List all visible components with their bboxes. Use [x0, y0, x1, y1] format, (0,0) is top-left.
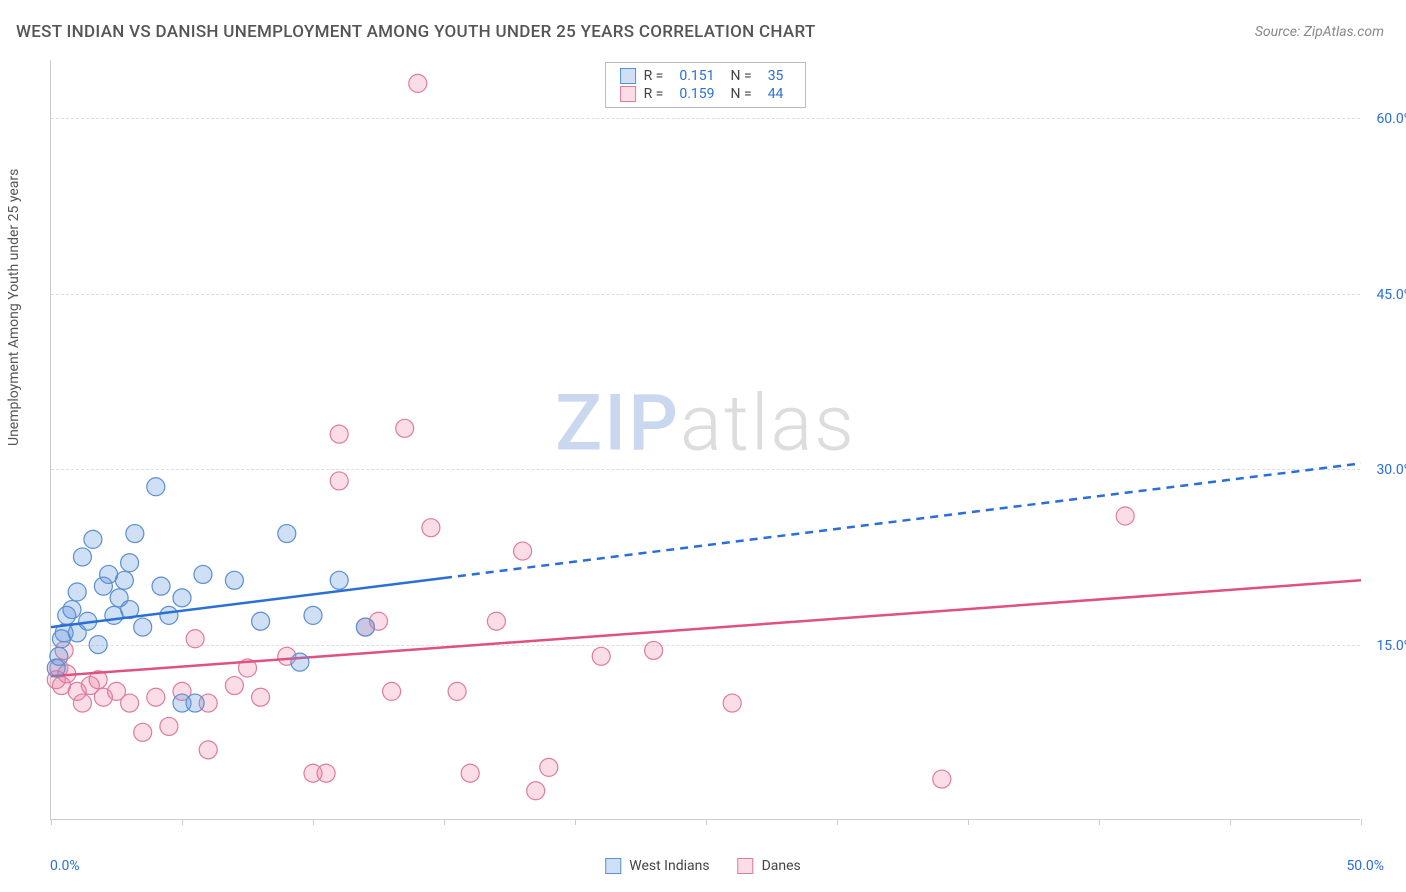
- x-tick: [51, 819, 52, 825]
- trend-line-solid: [51, 580, 1361, 676]
- data-point: [73, 694, 91, 712]
- data-point: [126, 525, 144, 543]
- plot-svg: [51, 60, 1360, 819]
- data-point: [409, 74, 427, 92]
- data-point: [73, 548, 91, 566]
- swatch-danes-bottom: [738, 858, 754, 874]
- x-axis-start-label: 0.0%: [50, 858, 80, 874]
- data-point: [396, 419, 414, 437]
- data-point: [461, 764, 479, 782]
- x-tick: [444, 819, 445, 825]
- data-point: [330, 472, 348, 490]
- y-axis-title: Unemployment Among Youth under 25 years: [6, 169, 22, 446]
- x-tick: [1099, 819, 1100, 825]
- x-tick: [968, 819, 969, 825]
- data-point: [645, 641, 663, 659]
- data-point: [225, 677, 243, 695]
- data-point: [147, 688, 165, 706]
- series-legend: West Indians Danes: [605, 858, 801, 874]
- data-point: [487, 612, 505, 630]
- data-point: [291, 653, 309, 671]
- data-point: [1116, 507, 1134, 525]
- data-point: [134, 618, 152, 636]
- x-tick: [1361, 819, 1362, 825]
- data-point: [723, 694, 741, 712]
- source-label: Source: ZipAtlas.com: [1255, 24, 1384, 40]
- data-point: [121, 554, 139, 572]
- data-point: [422, 519, 440, 537]
- data-point: [89, 636, 107, 654]
- x-axis-end-label: 50.0%: [1346, 858, 1384, 874]
- chart-container: WEST INDIAN VS DANISH UNEMPLOYMENT AMONG…: [0, 0, 1406, 892]
- y-tick-label: 45.0%: [1376, 287, 1406, 303]
- data-point: [152, 577, 170, 595]
- y-tick-label: 15.0%: [1376, 638, 1406, 654]
- x-tick: [182, 819, 183, 825]
- data-point: [356, 618, 374, 636]
- data-point: [330, 425, 348, 443]
- chart-title: WEST INDIAN VS DANISH UNEMPLOYMENT AMONG…: [16, 22, 816, 42]
- legend-label-1: Danes: [762, 858, 801, 874]
- x-tick: [837, 819, 838, 825]
- legend-label-0: West Indians: [629, 858, 709, 874]
- plot-area: 60.0%45.0%30.0%15.0% ZIPatlas R = 0.151 …: [50, 60, 1360, 820]
- legend-item-west-indians: West Indians: [605, 858, 709, 874]
- data-point: [173, 589, 191, 607]
- data-point: [252, 688, 270, 706]
- data-point: [383, 682, 401, 700]
- data-point: [448, 682, 466, 700]
- data-point: [194, 565, 212, 583]
- data-point: [84, 530, 102, 548]
- legend-item-danes: Danes: [738, 858, 801, 874]
- x-tick: [313, 819, 314, 825]
- x-tick: [1230, 819, 1231, 825]
- data-point: [330, 571, 348, 589]
- data-point: [540, 758, 558, 776]
- data-point: [252, 612, 270, 630]
- data-point: [68, 583, 86, 601]
- data-point: [121, 694, 139, 712]
- data-point: [304, 606, 322, 624]
- data-point: [160, 606, 178, 624]
- x-tick: [706, 819, 707, 825]
- data-point: [592, 647, 610, 665]
- data-point: [225, 571, 243, 589]
- data-point: [317, 764, 335, 782]
- data-point: [147, 478, 165, 496]
- data-point: [186, 630, 204, 648]
- data-point: [933, 770, 951, 788]
- data-point: [160, 717, 178, 735]
- y-tick-label: 60.0%: [1376, 111, 1406, 127]
- data-point: [199, 741, 217, 759]
- x-tick: [575, 819, 576, 825]
- data-point: [134, 723, 152, 741]
- data-point: [514, 542, 532, 560]
- data-point: [63, 601, 81, 619]
- y-tick-label: 30.0%: [1376, 462, 1406, 478]
- swatch-west-indians-bottom: [605, 858, 621, 874]
- data-point: [186, 694, 204, 712]
- data-point: [50, 647, 68, 665]
- trend-line-dashed: [444, 463, 1361, 578]
- data-point: [115, 571, 133, 589]
- data-point: [527, 782, 545, 800]
- data-point: [278, 525, 296, 543]
